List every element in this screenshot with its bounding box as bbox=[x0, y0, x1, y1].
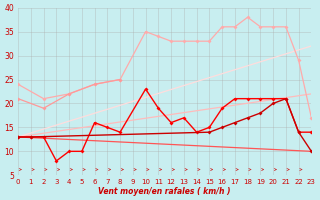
X-axis label: Vent moyen/en rafales ( km/h ): Vent moyen/en rafales ( km/h ) bbox=[99, 187, 231, 196]
